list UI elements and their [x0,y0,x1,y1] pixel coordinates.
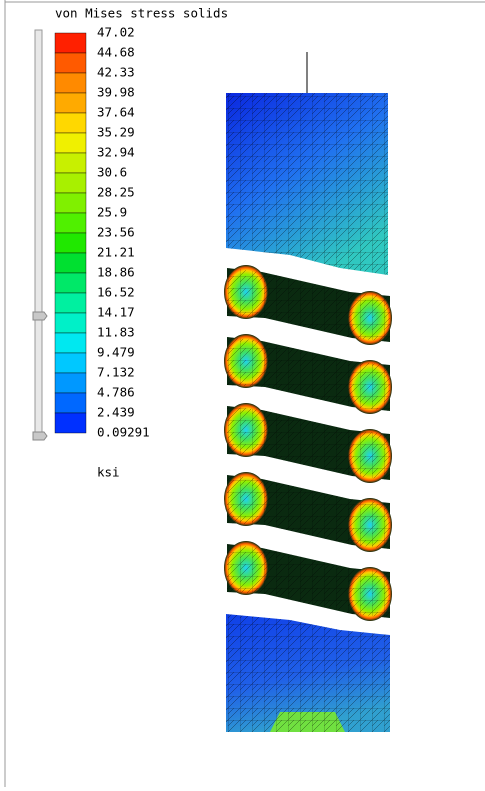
legend-swatch [54,232,87,254]
legend-swatch [54,72,87,94]
legend-label: 9.479 [97,345,135,360]
mesh [227,544,390,618]
legend-swatch [54,92,87,114]
legend-label: 25.9 [97,205,127,220]
legend-swatch [54,172,87,194]
legend-unit: ksi [97,465,120,480]
mesh [226,614,390,732]
legend-label: 2.439 [97,405,135,420]
legend-label: 35.29 [97,125,135,140]
legend-title: von Mises stress solids [55,6,228,21]
legend-swatch [54,292,87,314]
legend-label: 0.09291 [97,425,150,440]
mesh [227,406,390,480]
legend-label: 47.02 [97,25,135,40]
mesh [227,475,390,549]
legend-swatch [54,312,87,334]
legend-label: 4.786 [97,385,135,400]
mesh [226,93,388,275]
legend-swatch [54,212,87,234]
legend-swatch [54,372,87,394]
legend-swatch [54,252,87,274]
legend-label: 21.21 [97,245,135,260]
legend-label: 14.17 [97,305,135,320]
mesh [227,268,390,342]
legend-label: 32.94 [97,145,135,160]
legend-swatch [54,272,87,294]
legend-swatch [54,192,87,214]
model [224,52,392,732]
legend-label: 11.83 [97,325,135,340]
legend-swatch [54,412,87,434]
legend-label: 44.68 [97,45,135,60]
mesh [227,337,390,411]
legend-swatch [54,132,87,154]
legend-swatch [54,392,87,414]
legend-label: 18.86 [97,265,135,280]
legend-label: 28.25 [97,185,135,200]
legend-swatch [54,52,87,74]
legend-label: 37.64 [97,105,135,120]
color-legend: 47.02 44.68 42.33 39.98 37.64 35.29 32.94 30.6 2… [54,25,150,480]
coils [224,265,392,621]
slider-thumb[interactable] [32,431,48,441]
legend-swatch [54,152,87,174]
legend-label: 42.33 [97,65,135,80]
legend-swatch [54,332,87,354]
slider-track[interactable] [34,29,43,436]
legend-label: 16.52 [97,285,135,300]
legend-swatch [54,32,87,54]
legend-swatch [54,112,87,134]
legend-label: 39.98 [97,85,135,100]
legend-label: 30.6 [97,165,127,180]
slider-thumb[interactable] [32,311,48,321]
legend-swatch [54,352,87,374]
legend-label: 7.132 [97,365,135,380]
legend-label: 23.56 [97,225,135,240]
